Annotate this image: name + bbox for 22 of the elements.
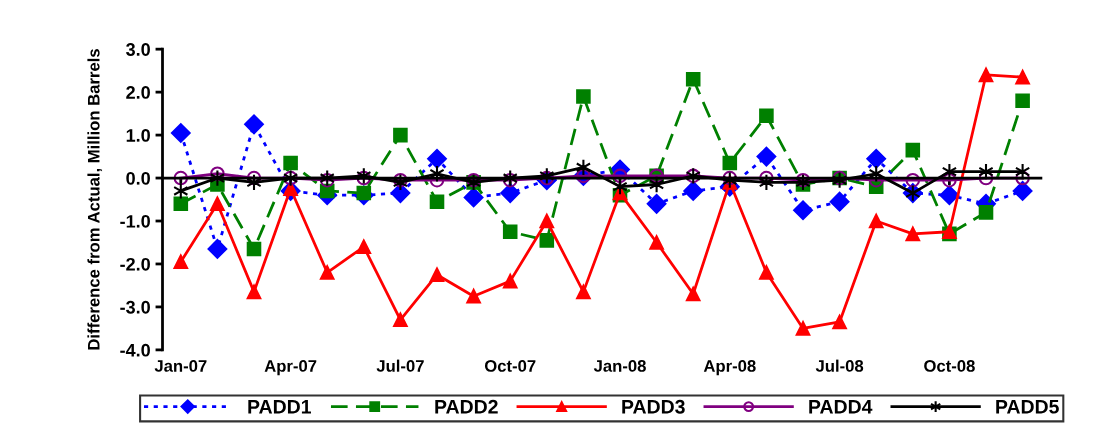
legend-label: PADD1 — [248, 400, 311, 414]
legend-label: PADD2 — [435, 399, 498, 414]
y-tick-label: -2.0 — [120, 257, 150, 271]
x-tick-label: Oct-08 — [924, 360, 975, 372]
y-tick-label: 1.0 — [126, 129, 150, 142]
y-tick-label: 3.0 — [126, 43, 150, 56]
y-tick-label: -3.0 — [120, 300, 150, 314]
legend-label: PADD3 — [622, 399, 685, 414]
x-tick-label: Jul-07 — [376, 359, 424, 372]
x-tick-label: Jan-08 — [593, 360, 646, 372]
x-tick-label: Jan-07 — [154, 360, 207, 372]
x-tick-label: Apr-07 — [264, 360, 317, 376]
x-tick-label: Jul-08 — [815, 359, 864, 372]
legend-label: PADD4 — [809, 400, 873, 414]
y-tick-label: -1.0 — [120, 214, 150, 228]
y-tick-label: 0.0 — [126, 171, 150, 185]
legend-label: PADD5 — [996, 400, 1059, 414]
y-axis-title: Difference from Actual, Million Barrels — [87, 49, 103, 350]
y-tick-label: 2.0 — [126, 86, 150, 99]
y-tick-label: -4.0 — [120, 343, 150, 357]
x-tick-label: Apr-08 — [703, 360, 756, 376]
x-tick-label: Oct-07 — [484, 360, 536, 372]
